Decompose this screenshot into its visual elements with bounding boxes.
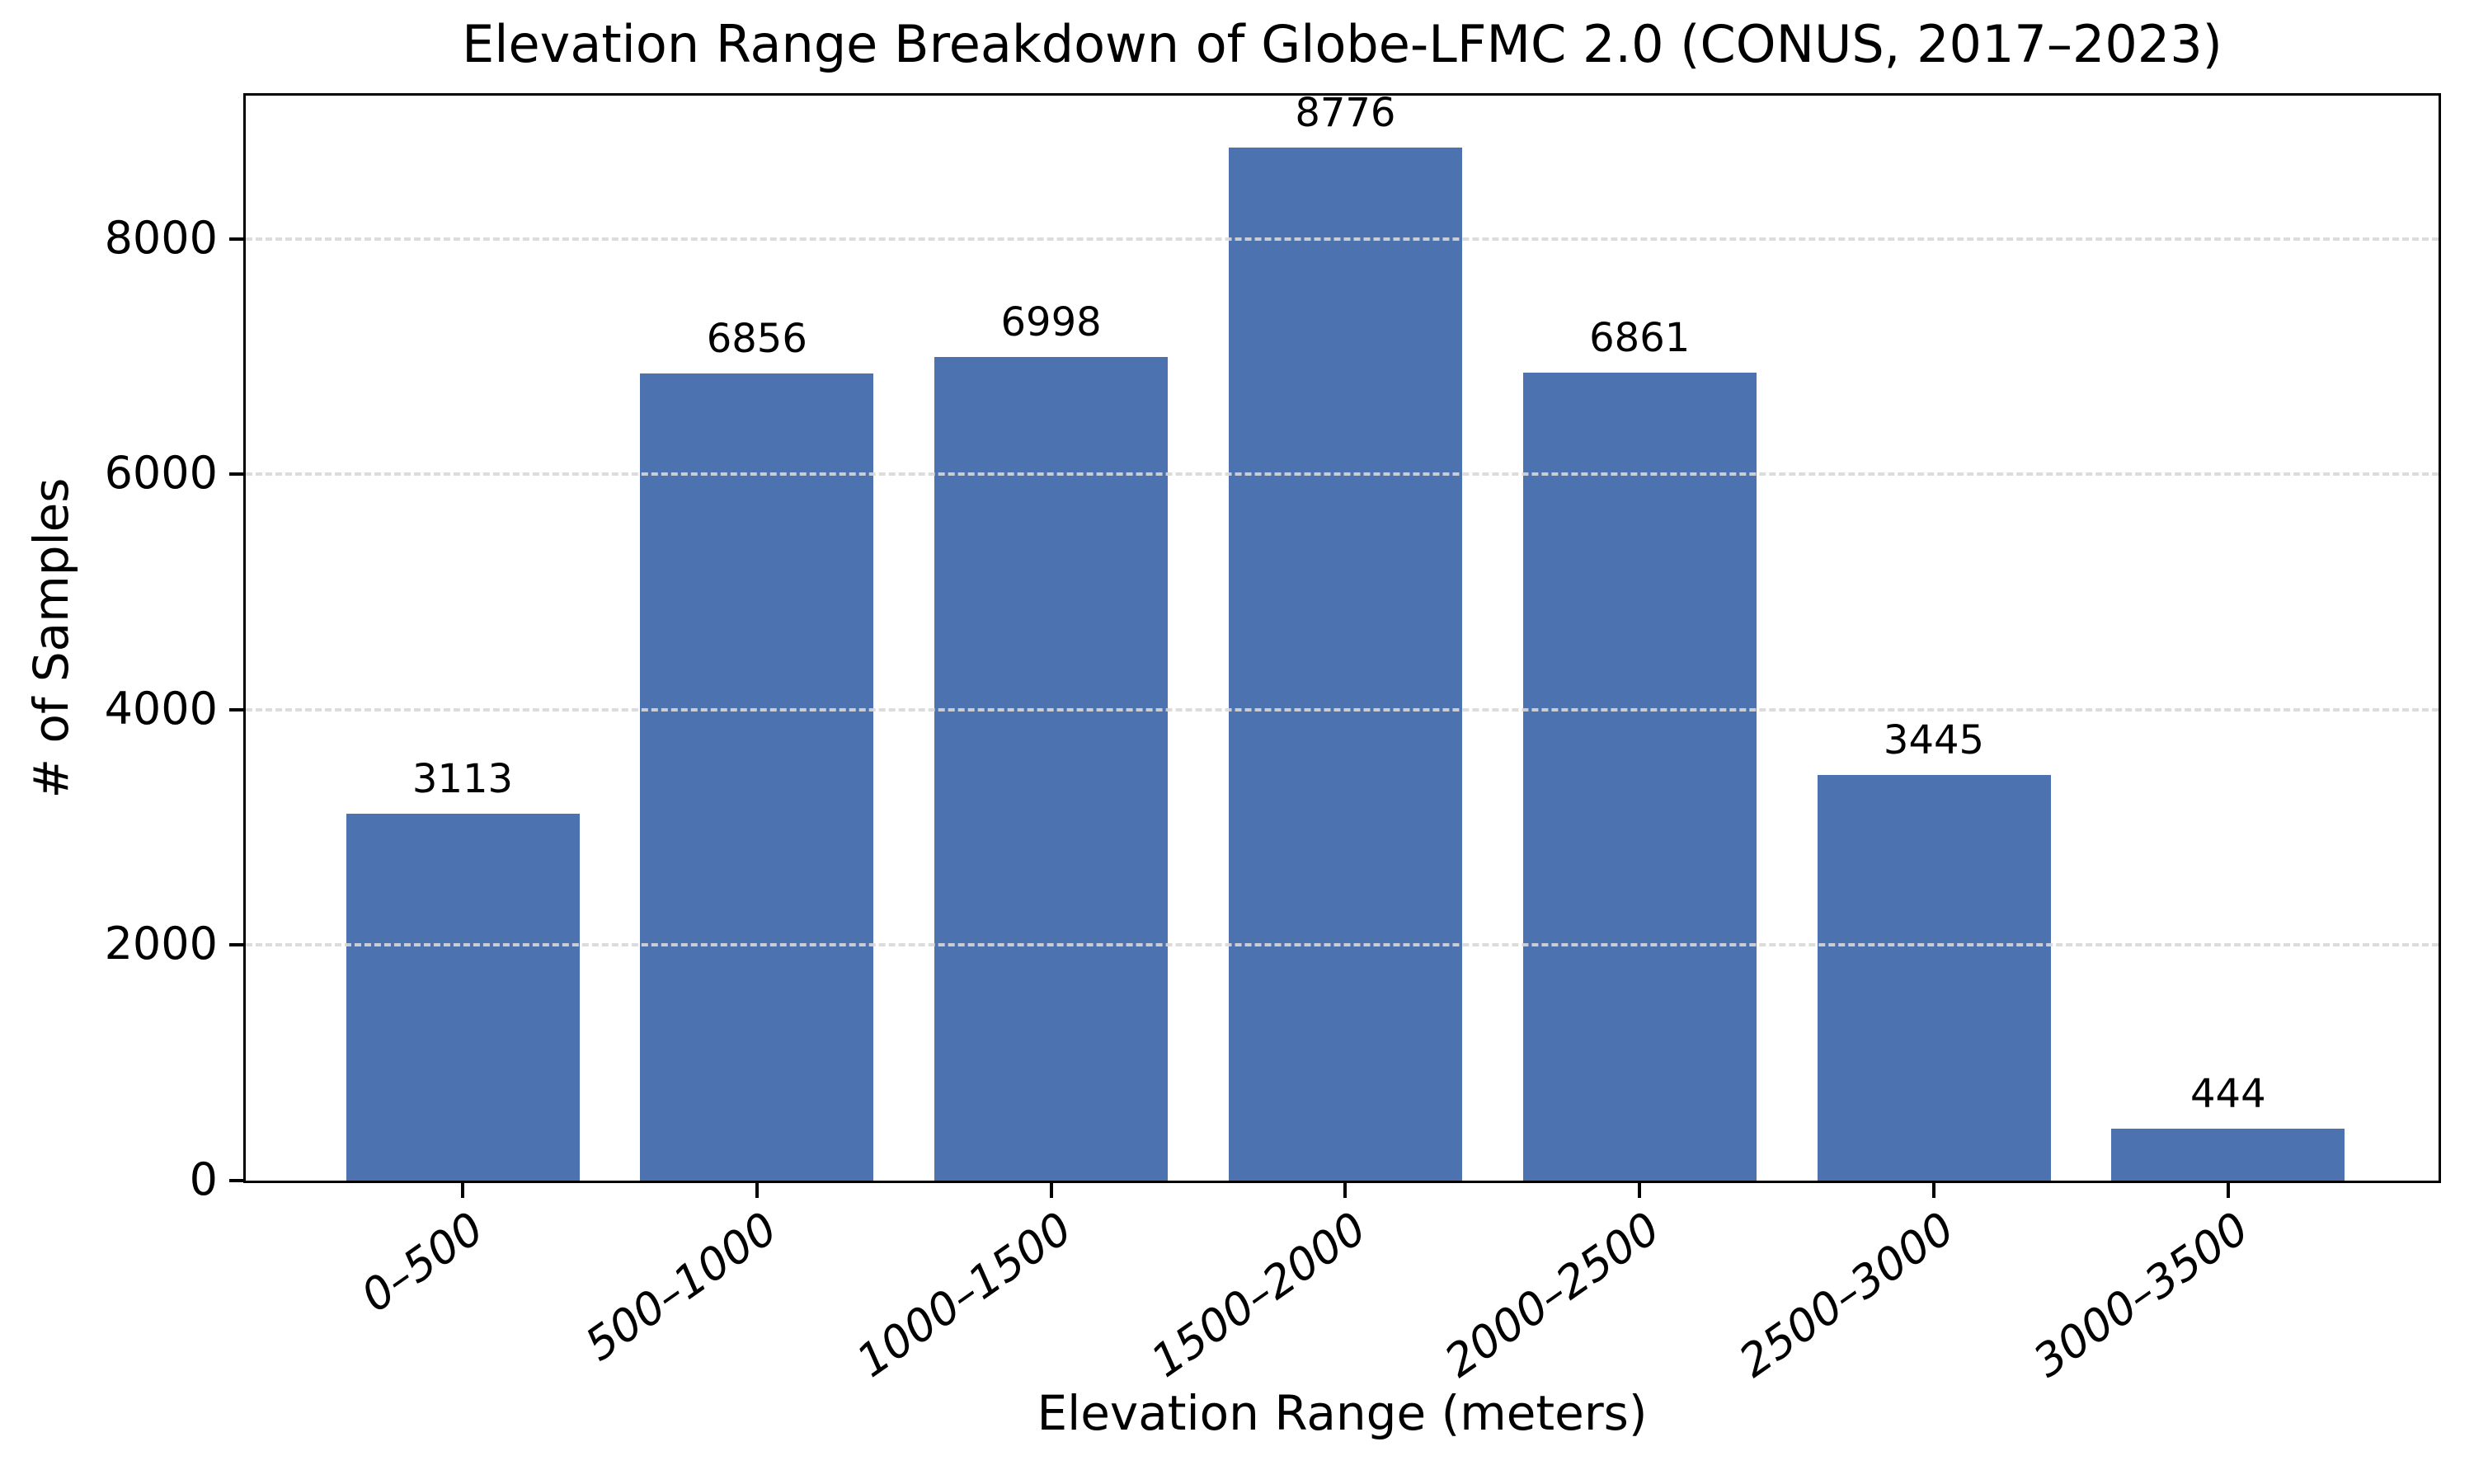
bar-value-label: 6998 [1000, 299, 1102, 345]
x-tick-mark [1049, 1183, 1053, 1198]
y-tick-label: 8000 [104, 211, 218, 264]
gridline-y-6000 [246, 472, 2439, 477]
bar-1500–2000 [1228, 148, 1462, 1181]
x-tick-mark [2226, 1183, 2230, 1198]
plot-area: 0 2000 4000 6000 8000 3113 0–500 6856 500–1000 69… [105, 90, 2441, 1388]
y-tick-label: 0 [189, 1153, 218, 1206]
x-tick-label: 1500–2000 [1141, 1202, 1376, 1388]
y-tick-mark [229, 472, 243, 477]
y-tick-label: 2000 [104, 918, 218, 970]
gridline-y-2000 [246, 943, 2439, 947]
gridline-y-8000 [246, 237, 2439, 241]
x-tick-label: 500–1000 [576, 1202, 787, 1372]
y-tick-mark [229, 943, 243, 947]
y-tick-label: 6000 [104, 447, 218, 500]
bar-value-label: 6861 [1589, 315, 1691, 361]
x-tick-mark [1343, 1183, 1348, 1198]
x-tick-mark [461, 1183, 464, 1198]
bar-2500–3000 [1817, 775, 2051, 1181]
bar-value-label: 3445 [1883, 717, 1985, 763]
chart-title: Elevation Range Breakdown of Globe-LFMC … [462, 14, 2222, 74]
bar-500–1000 [640, 373, 874, 1181]
bar-3000–3500 [2111, 1129, 2345, 1181]
bar-1000–1500 [934, 357, 1169, 1181]
y-tick-mark [229, 707, 243, 711]
bar-value-label: 8776 [1295, 90, 1396, 136]
bar-value-label: 444 [2189, 1071, 2266, 1117]
x-tick-label: 0–500 [351, 1202, 493, 1322]
y-tick-label: 4000 [104, 682, 218, 735]
y-tick-mark [229, 1179, 243, 1182]
bar-0–500 [346, 814, 580, 1181]
bar-2000–2500 [1522, 373, 1757, 1181]
bar-value-label: 6856 [706, 316, 807, 362]
x-tick-label: 1000–1500 [847, 1202, 1081, 1388]
bar-value-label: 3113 [412, 756, 514, 802]
x-tick-mark [1932, 1183, 1935, 1198]
y-tick-mark [229, 237, 243, 241]
x-tick-mark [755, 1183, 759, 1198]
gridline-y-4000 [246, 707, 2439, 711]
x-tick-label: 2000–2500 [1435, 1202, 1670, 1388]
x-tick-label: 2500–3000 [1729, 1202, 1964, 1388]
x-axis-title: Elevation Range (meters) [1037, 1385, 1648, 1441]
x-tick-label: 3000–3500 [2024, 1202, 2258, 1388]
y-axis-title: # of Samples [23, 477, 79, 799]
x-tick-mark [1638, 1183, 1642, 1198]
